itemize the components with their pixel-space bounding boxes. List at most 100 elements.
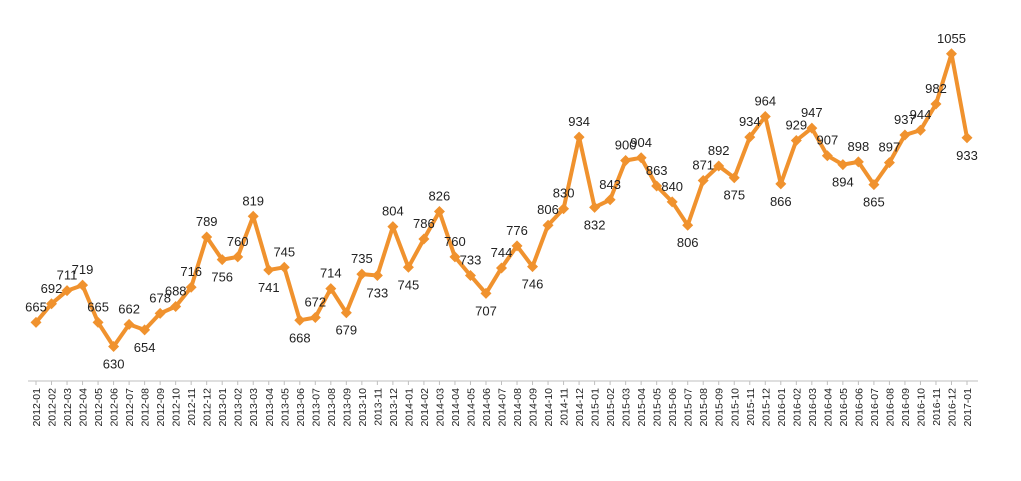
data-label: 692 <box>41 281 63 296</box>
data-point <box>542 219 554 231</box>
x-tick-label: 2014-08 <box>512 388 524 427</box>
x-tick-label: 2014-02 <box>419 388 431 427</box>
data-label: 719 <box>72 262 94 277</box>
data-label: 944 <box>910 107 932 122</box>
data-point <box>449 251 461 263</box>
data-point <box>604 194 616 206</box>
data-label: 760 <box>227 234 249 249</box>
data-point <box>914 124 926 136</box>
data-label: 806 <box>677 235 699 250</box>
data-label: 776 <box>506 223 528 238</box>
x-tick-label: 2014-12 <box>574 388 586 427</box>
data-label: 741 <box>258 280 280 295</box>
data-label: 804 <box>382 204 404 219</box>
data-label: 865 <box>863 195 885 210</box>
data-label: 789 <box>196 214 218 229</box>
x-tick-label: 2016-05 <box>838 388 850 427</box>
data-point <box>697 174 709 186</box>
data-label: 672 <box>304 295 326 310</box>
x-tick-label: 2013-10 <box>357 388 369 427</box>
x-tick-label: 2012-10 <box>171 388 183 427</box>
x-tick-label: 2016-06 <box>853 388 865 427</box>
data-label: 688 <box>165 284 187 299</box>
x-tick-label: 2016-02 <box>791 388 803 427</box>
x-tick-label: 2014-09 <box>528 388 540 427</box>
data-label: 786 <box>413 216 435 231</box>
x-tick-label: 2016-07 <box>869 388 881 427</box>
data-label: 898 <box>848 139 870 154</box>
x-tick-label: 2013-11 <box>372 388 384 426</box>
data-point <box>480 287 492 299</box>
data-point <box>496 262 507 274</box>
x-tick-label: 2016-11 <box>931 388 943 426</box>
x-tick-label: 2013-03 <box>248 388 260 427</box>
data-label: 875 <box>723 188 745 203</box>
data-point <box>247 210 259 222</box>
data-point <box>402 261 414 273</box>
data-point <box>821 150 833 162</box>
data-point <box>635 152 647 164</box>
x-tick-label: 2013-12 <box>388 388 400 427</box>
data-point <box>433 205 445 217</box>
x-tick-label: 2016-10 <box>916 388 928 427</box>
data-label: 897 <box>879 140 901 155</box>
data-label: 982 <box>925 81 947 96</box>
data-point <box>30 316 42 328</box>
data-label: 679 <box>335 323 357 338</box>
data-point <box>340 307 352 319</box>
x-tick-label: 2016-08 <box>884 388 896 427</box>
data-point <box>837 159 849 171</box>
data-point <box>790 135 802 147</box>
data-point <box>558 203 570 215</box>
x-tick-label: 2012-04 <box>78 388 90 427</box>
data-label: 934 <box>568 114 590 129</box>
x-tick-label: 2016-04 <box>822 388 834 427</box>
data-point <box>185 281 197 293</box>
data-point <box>139 324 151 336</box>
data-label: 929 <box>785 118 807 133</box>
x-tick-label: 2015-07 <box>683 388 695 427</box>
data-point <box>46 298 58 310</box>
data-point <box>325 283 337 295</box>
data-point <box>945 48 957 60</box>
data-point <box>682 219 694 231</box>
x-tick-label: 2015-02 <box>605 388 617 427</box>
data-label: 678 <box>149 290 171 305</box>
data-point <box>309 312 321 324</box>
data-point <box>464 270 476 282</box>
x-tick-label: 2012-12 <box>202 388 214 427</box>
x-tick-label: 2016-12 <box>947 388 959 427</box>
x-tick-label: 2013-02 <box>233 388 245 427</box>
data-point <box>930 98 942 110</box>
data-point <box>883 157 895 169</box>
data-label: 900 <box>615 138 637 153</box>
data-point <box>961 132 973 144</box>
x-tick-label: 2014-05 <box>466 388 478 427</box>
data-point <box>278 261 290 273</box>
data-label: 832 <box>584 217 606 232</box>
data-label: 871 <box>692 158 714 173</box>
data-point <box>232 251 244 263</box>
data-point <box>108 340 120 352</box>
data-label: 934 <box>739 114 761 129</box>
data-point <box>263 264 275 276</box>
x-tick-label: 2013-08 <box>326 388 338 427</box>
x-tick-label: 2012-09 <box>155 388 167 427</box>
x-tick-label: 2012-11 <box>186 388 198 426</box>
x-tick-label: 2015-08 <box>698 388 710 427</box>
x-tick-label: 2015-11 <box>745 388 757 426</box>
data-point <box>123 318 135 330</box>
x-tick-label: 2013-05 <box>279 388 291 427</box>
data-label: 654 <box>134 340 156 355</box>
data-label: 630 <box>103 357 125 372</box>
data-point <box>61 285 73 297</box>
data-point <box>170 301 182 313</box>
data-point <box>356 268 368 280</box>
data-label: 745 <box>398 277 420 292</box>
x-tick-label: 2014-03 <box>434 388 446 427</box>
data-label: 716 <box>180 264 202 279</box>
data-label: 937 <box>894 112 916 127</box>
x-tick-label: 2015-12 <box>760 388 772 427</box>
data-label: 1055 <box>937 31 966 46</box>
